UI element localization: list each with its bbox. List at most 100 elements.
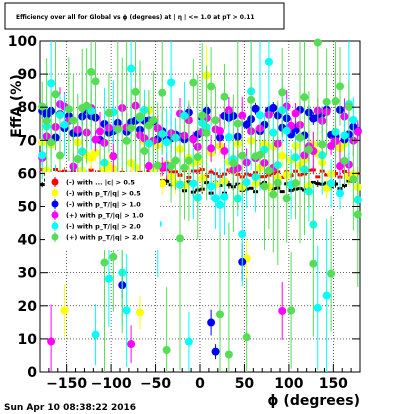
title-box — [4, 2, 285, 30]
data-point — [349, 115, 358, 124]
series-6 — [38, 38, 362, 372]
data-point — [104, 108, 113, 117]
data-point — [158, 88, 167, 97]
data-point — [313, 38, 322, 47]
data-point — [88, 168, 94, 172]
data-point — [207, 318, 216, 327]
data-point — [220, 192, 229, 201]
data-point — [144, 121, 153, 130]
data-point — [248, 173, 254, 177]
data-point — [91, 77, 100, 86]
data-point — [248, 186, 254, 190]
data-point — [73, 155, 82, 164]
x-tick-label: 100 — [274, 376, 303, 392]
data-point — [193, 153, 202, 162]
data-point — [224, 133, 233, 142]
data-point — [336, 162, 344, 171]
data-point — [327, 179, 336, 188]
data-point — [287, 306, 296, 315]
legend-box — [45, 172, 160, 250]
data-point — [242, 120, 251, 129]
legend-label: (+) with p_T/|q| > 2.0 — [66, 234, 144, 243]
x-tick-label: −100 — [91, 376, 132, 392]
data-point — [260, 182, 269, 191]
data-point — [296, 133, 304, 142]
data-point — [304, 145, 313, 154]
data-point — [216, 200, 224, 209]
data-point — [189, 179, 198, 188]
timestamp: Sun Apr 10 08:38:22 2016 — [4, 403, 136, 413]
data-point — [333, 172, 339, 176]
axes: 0 10 20 30 40 50 60 70 80 90 100 −150 −100 −50 0 50 100 1… — [8, 34, 360, 392]
data-point — [322, 291, 331, 300]
data-point — [279, 175, 285, 179]
y-tick-label: 100 — [8, 34, 37, 50]
data-point — [216, 310, 224, 319]
data-point — [113, 125, 122, 134]
data-point — [315, 175, 321, 179]
data-point — [229, 159, 238, 168]
data-point — [344, 102, 353, 111]
data-point — [226, 183, 232, 187]
legend-marker — [51, 222, 59, 230]
data-point — [211, 116, 220, 125]
data-point — [278, 88, 287, 97]
data-point — [353, 210, 362, 219]
data-point — [247, 95, 256, 104]
data-point — [313, 303, 322, 312]
data-point — [171, 156, 180, 165]
data-point — [273, 178, 282, 187]
data-point — [38, 151, 47, 160]
x-tick-label: 0 — [195, 376, 205, 392]
y-tick-label: 90 — [18, 67, 38, 83]
data-point — [149, 116, 158, 125]
data-point — [291, 109, 300, 118]
data-point — [211, 194, 220, 203]
data-point — [153, 161, 162, 170]
y-axis-title: EffA (%) — [9, 74, 25, 137]
data-point — [136, 308, 144, 317]
data-point — [238, 230, 247, 239]
data-point — [310, 180, 316, 184]
legend-label: (-) with p_T/|q| > 1.0 — [66, 201, 141, 210]
data-point — [208, 170, 214, 174]
data-point — [96, 127, 104, 136]
data-point — [56, 151, 64, 160]
data-point — [269, 190, 278, 199]
legend-label: (+) with p_T/|q| > 1.0 — [66, 212, 144, 221]
data-point — [251, 104, 260, 113]
data-point — [184, 337, 193, 346]
data-point — [333, 182, 339, 186]
data-point — [122, 306, 131, 315]
legend-label: (-) with p_T/|q| > 0.5 — [66, 190, 141, 199]
legend-marker — [51, 233, 59, 241]
data-point — [180, 111, 189, 120]
y-tick-label: 10 — [18, 332, 38, 348]
data-point — [264, 57, 273, 66]
data-point — [282, 194, 291, 203]
data-point — [104, 274, 113, 283]
data-point — [109, 252, 118, 261]
data-point — [39, 183, 45, 187]
data-point — [256, 150, 264, 159]
x-tick-label: 50 — [235, 376, 255, 392]
data-point — [220, 92, 229, 101]
data-point — [211, 347, 220, 356]
data-point — [256, 111, 264, 120]
legend: (-) with ... |c| > 0.5 (-) with p_T/|q| >… — [45, 172, 160, 250]
x-tick-label: −50 — [140, 376, 171, 392]
data-point — [127, 340, 136, 349]
data-point — [269, 128, 278, 137]
data-point — [122, 136, 131, 145]
y-tick-label: 30 — [18, 266, 38, 282]
y-tick-label: 40 — [18, 233, 38, 249]
data-point — [189, 135, 198, 144]
data-point — [315, 182, 321, 186]
data-point — [216, 127, 224, 136]
data-point — [140, 146, 149, 155]
legend-marker — [51, 189, 59, 197]
legend-marker — [51, 211, 59, 219]
data-point — [42, 116, 51, 125]
data-point — [336, 189, 344, 198]
